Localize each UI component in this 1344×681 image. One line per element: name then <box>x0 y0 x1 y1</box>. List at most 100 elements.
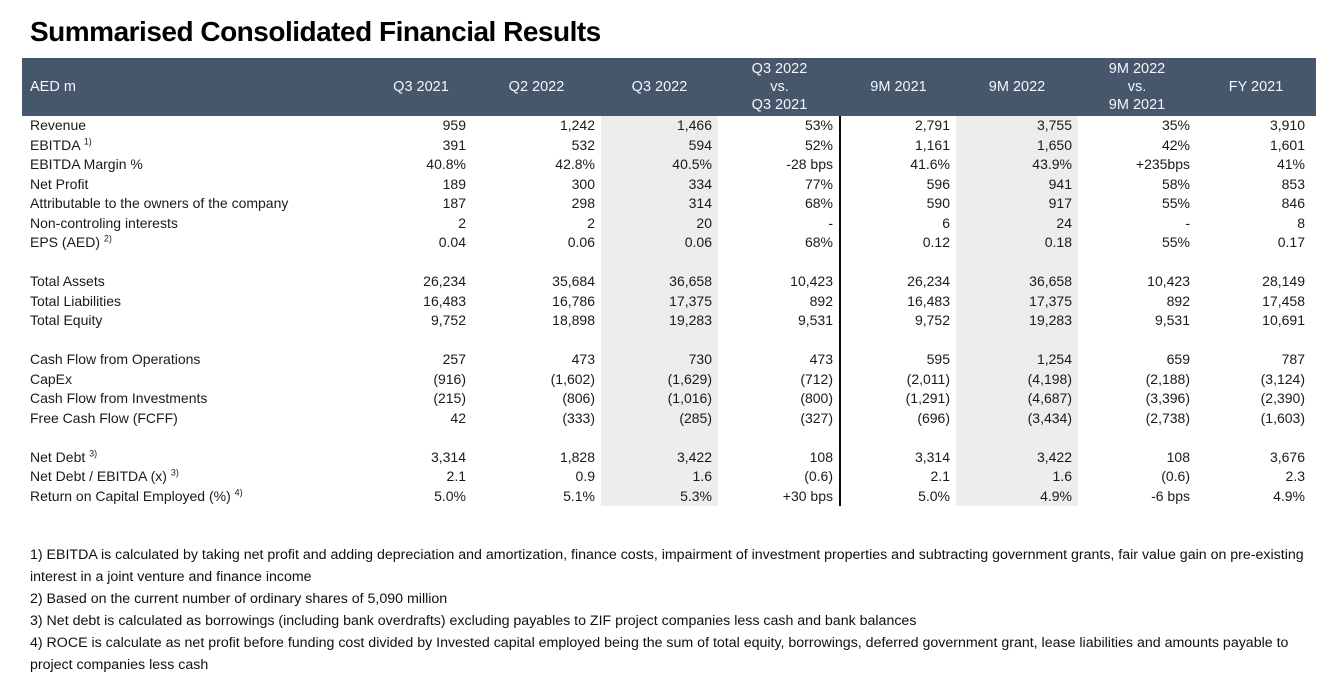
value-cell: 189 <box>442 175 466 192</box>
spacer-cell <box>22 331 370 351</box>
value-cell: (0.6) <box>1161 468 1190 484</box>
value-cell: 0.06 <box>567 234 595 250</box>
value-cell: 108 <box>1166 448 1190 465</box>
value-cell: 3,422 <box>601 447 718 467</box>
spacer-cell <box>956 330 1078 350</box>
column-header-q3-2022: Q3 2022 <box>631 79 688 95</box>
spacer-cell <box>718 252 841 272</box>
value-cell: 10,691 <box>1262 312 1305 328</box>
value-cell: 53% <box>718 116 841 136</box>
row-label: Net Profit <box>30 175 89 192</box>
value-cell: 2 <box>587 214 595 231</box>
value-cell: 1.6 <box>956 467 1078 487</box>
value-cell: 659 <box>1166 351 1190 367</box>
value-cell: 3,314 <box>430 448 466 465</box>
row-label: Cash Flow from Operations <box>30 351 201 367</box>
spacer-cell <box>22 253 370 273</box>
value-cell: 941 <box>956 174 1078 194</box>
value-cell: 3,676 <box>1269 448 1305 465</box>
value-cell: 846 <box>1281 195 1305 211</box>
value-cell: 5.0% <box>434 487 466 504</box>
unit-label: AED m <box>30 79 76 95</box>
value-cell: (0.6) <box>718 467 841 487</box>
spacer-cell <box>370 331 472 351</box>
footnote-reference: 4) <box>234 486 243 497</box>
table-row: CapEx (916) (1,602) (1,629) (712) (2,011) (4,1… <box>22 369 1316 389</box>
row-label: Non-controling interests <box>30 214 178 231</box>
spacer-cell <box>601 428 718 448</box>
value-cell: 36,658 <box>601 272 718 292</box>
value-cell: 108 <box>718 447 841 467</box>
value-cell: (215) <box>433 390 466 406</box>
value-cell: 1,466 <box>601 116 718 136</box>
spacer-cell <box>601 330 718 350</box>
value-cell: (1,629) <box>601 369 718 389</box>
spacer-cell <box>1196 428 1316 448</box>
table-row: Revenue 959 1,242 1,466 53% 2,791 3,755 35% 3,91… <box>22 116 1316 136</box>
column-header-9m-2021: 9M 2021 <box>870 79 927 95</box>
value-cell: 3,422 <box>956 447 1078 467</box>
column-header-9m-2022: 9M 2022 <box>988 79 1046 95</box>
value-cell: 24 <box>956 213 1078 233</box>
value-cell: 77% <box>718 174 841 194</box>
spacer-cell <box>1078 253 1196 273</box>
value-cell: 3,314 <box>914 448 950 465</box>
value-cell: +235bps <box>1135 156 1190 172</box>
value-cell: (2,390) <box>1260 390 1305 406</box>
value-cell: -6 bps <box>1151 487 1190 504</box>
spacer-cell <box>841 253 956 273</box>
value-cell: 2,791 <box>914 117 950 133</box>
value-cell: 5.3% <box>601 486 718 506</box>
value-cell: 473 <box>718 350 841 370</box>
spacer-row <box>22 428 1316 448</box>
value-cell: (285) <box>601 408 718 428</box>
value-cell: - <box>718 213 841 233</box>
value-cell: (1,603) <box>1260 409 1305 426</box>
value-cell: 4.9% <box>1273 487 1305 504</box>
row-label: CapEx <box>30 370 73 387</box>
table-row: Free Cash Flow (FCFF) 42 (333) (285) (327) (6… <box>22 408 1316 428</box>
value-cell: 68% <box>718 233 841 253</box>
spacer-cell <box>472 428 601 448</box>
value-cell: 9,752 <box>914 312 950 328</box>
value-cell: 473 <box>571 351 595 367</box>
value-cell: 19,283 <box>956 311 1078 331</box>
value-cell: 596 <box>926 175 950 192</box>
value-cell: 1,161 <box>914 136 950 153</box>
page-title: Summarised Consolidated Financial Result… <box>30 16 601 47</box>
row-label: Return on Capital Employed (%) 4) <box>30 486 243 504</box>
value-cell: 300 <box>571 175 595 192</box>
spacer-cell <box>1078 331 1196 351</box>
value-cell: 0.06 <box>601 233 718 253</box>
spacer-row <box>22 330 1316 351</box>
spacer-row <box>22 252 1316 273</box>
value-cell: 959 <box>442 117 466 133</box>
footnote-2: 2) Based on the current number of ordina… <box>30 591 448 607</box>
value-cell: (333) <box>562 409 595 426</box>
footnote-reference: 3) <box>89 447 98 458</box>
value-cell: 594 <box>601 135 718 155</box>
column-header-fy-2021: FY 2021 <box>1228 79 1284 95</box>
value-cell: (806) <box>562 390 595 406</box>
value-cell: 9,752 <box>430 312 466 328</box>
row-label: Free Cash Flow (FCFF) <box>30 409 178 426</box>
value-cell: 10,423 <box>718 272 841 292</box>
value-cell: 892 <box>718 291 841 311</box>
value-cell: 590 <box>926 195 950 211</box>
value-cell: 17,375 <box>956 291 1078 311</box>
value-cell: 43.9% <box>956 155 1078 175</box>
value-cell: 58% <box>1161 175 1190 192</box>
value-cell: -28 bps <box>718 155 841 175</box>
value-cell: 1.6 <box>601 467 718 487</box>
value-cell: 55% <box>1161 234 1190 250</box>
footnote-reference: 1) <box>83 135 92 146</box>
table-row: Net Debt 3) 3,314 1,828 3,422 108 3,314 3,422 1… <box>22 447 1316 467</box>
value-cell: 40.5% <box>601 155 718 175</box>
table-row: Non-controling interests 2 2 20-6 24-8 <box>22 213 1316 233</box>
spacer-cell <box>601 252 718 272</box>
value-cell: (2,011) <box>906 370 950 387</box>
value-cell: 10,423 <box>1147 273 1190 289</box>
row-label: Total Liabilities <box>30 292 122 309</box>
value-cell: 257 <box>442 351 466 367</box>
